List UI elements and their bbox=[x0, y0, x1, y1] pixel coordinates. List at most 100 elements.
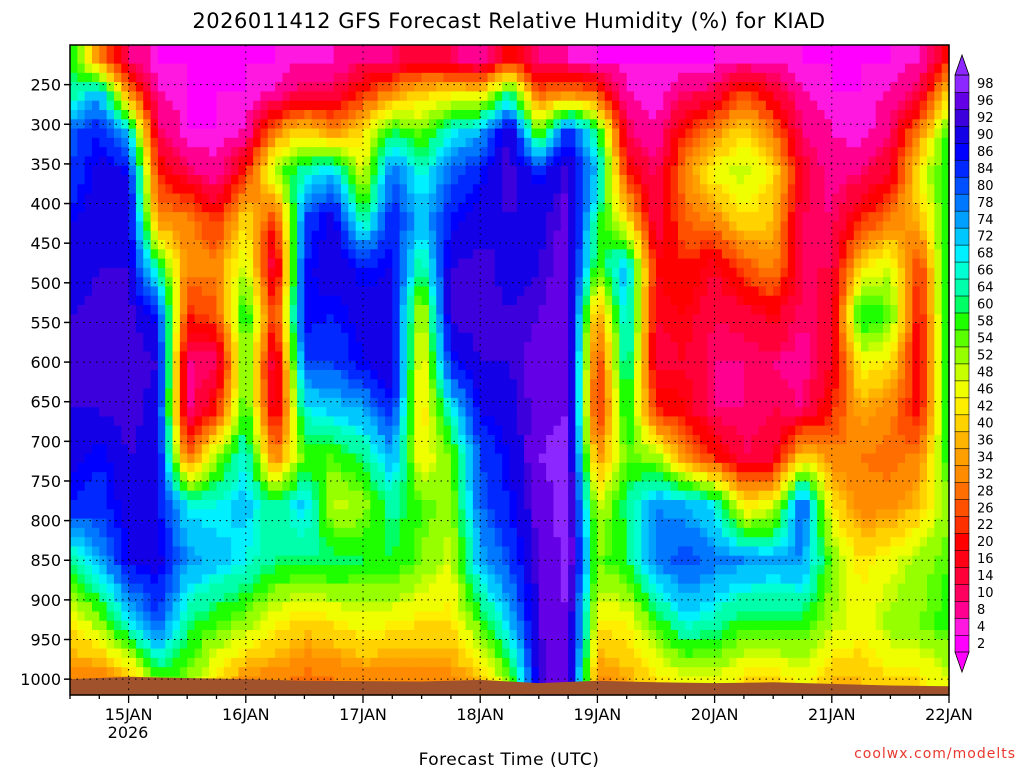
heatmap-cell bbox=[377, 509, 386, 520]
heatmap-cell bbox=[275, 314, 284, 325]
heatmap-cell bbox=[436, 574, 445, 585]
heatmap-cell bbox=[465, 527, 474, 538]
heatmap-cell bbox=[121, 481, 130, 492]
heatmap-cell bbox=[253, 611, 262, 622]
heatmap-cell bbox=[77, 397, 86, 408]
heatmap-cell bbox=[260, 128, 269, 139]
heatmap-cell bbox=[472, 527, 481, 538]
heatmap-cell bbox=[531, 147, 540, 158]
heatmap-cell bbox=[231, 481, 240, 492]
heatmap-cell bbox=[70, 119, 78, 130]
heatmap-cell bbox=[99, 518, 108, 529]
heatmap-cell bbox=[70, 527, 78, 538]
heatmap-cell bbox=[436, 565, 445, 575]
heatmap-cell bbox=[524, 630, 533, 640]
heatmap-cell bbox=[84, 574, 93, 585]
heatmap-cell bbox=[524, 119, 533, 130]
heatmap-cell bbox=[509, 193, 518, 204]
heatmap-cell bbox=[238, 407, 247, 418]
heatmap-cell bbox=[253, 444, 262, 455]
heatmap-cell bbox=[157, 286, 166, 297]
heatmap-cell bbox=[179, 165, 188, 176]
heatmap-cell bbox=[238, 314, 247, 325]
heatmap-cell bbox=[99, 332, 108, 343]
heatmap-cell bbox=[480, 82, 489, 93]
heatmap-cell bbox=[575, 193, 584, 204]
heatmap-cell bbox=[348, 63, 357, 74]
heatmap-cell bbox=[348, 267, 357, 278]
heatmap-cell bbox=[319, 388, 327, 399]
heatmap-cell bbox=[370, 592, 379, 603]
heatmap-cell bbox=[582, 110, 591, 120]
heatmap-cell bbox=[297, 295, 305, 306]
heatmap-cell bbox=[165, 54, 174, 65]
heatmap-cell bbox=[450, 221, 459, 232]
heatmap-cell bbox=[128, 500, 137, 510]
heatmap-cell bbox=[157, 388, 166, 399]
heatmap-cell bbox=[297, 277, 305, 288]
heatmap-cell bbox=[172, 230, 181, 241]
heatmap-cell bbox=[341, 175, 349, 185]
heatmap-cell bbox=[355, 481, 364, 492]
heatmap-cell bbox=[538, 397, 547, 408]
heatmap-cell bbox=[355, 323, 364, 334]
heatmap-cell bbox=[275, 295, 284, 306]
heatmap-cell bbox=[392, 435, 401, 445]
heatmap-cell bbox=[450, 193, 459, 204]
heatmap-cell bbox=[99, 72, 108, 83]
heatmap-cell bbox=[516, 295, 525, 306]
heatmap-cell bbox=[436, 314, 445, 325]
heatmap-cell bbox=[428, 305, 437, 315]
heatmap-cell bbox=[421, 490, 430, 501]
heatmap-cell bbox=[84, 119, 93, 130]
heatmap-cell bbox=[282, 648, 291, 659]
heatmap-cell bbox=[399, 518, 408, 529]
heatmap-cell bbox=[384, 323, 393, 334]
heatmap-cell bbox=[465, 193, 474, 204]
heatmap-cell bbox=[399, 425, 408, 436]
heatmap-cell bbox=[480, 620, 489, 631]
heatmap-cell bbox=[487, 212, 496, 223]
heatmap-cell bbox=[472, 435, 481, 445]
heatmap-cell bbox=[414, 332, 423, 343]
heatmap-cell bbox=[231, 202, 240, 213]
heatmap-cell bbox=[216, 165, 225, 176]
heatmap-cell bbox=[289, 620, 298, 631]
heatmap-cell bbox=[99, 202, 108, 213]
heatmap-cell bbox=[187, 435, 196, 445]
heatmap-cell bbox=[538, 555, 547, 566]
heatmap-cell bbox=[524, 332, 533, 343]
heatmap-cell bbox=[582, 490, 591, 501]
heatmap-cell bbox=[436, 555, 445, 566]
heatmap-cell bbox=[480, 323, 489, 334]
heatmap-cell bbox=[509, 82, 518, 93]
heatmap-cell bbox=[458, 230, 467, 241]
heatmap-cell bbox=[150, 323, 159, 334]
heatmap-cell bbox=[524, 500, 533, 510]
heatmap-cell bbox=[355, 342, 364, 353]
heatmap-cell bbox=[311, 546, 320, 557]
heatmap-cell bbox=[165, 639, 174, 650]
heatmap-cell bbox=[194, 351, 203, 362]
heatmap-cell bbox=[553, 240, 562, 250]
heatmap-cell bbox=[223, 202, 232, 213]
heatmap-cell bbox=[560, 332, 569, 343]
heatmap-cell bbox=[289, 370, 298, 380]
heatmap-cell bbox=[194, 184, 203, 195]
heatmap-cell bbox=[282, 193, 291, 204]
heatmap-cell bbox=[363, 137, 371, 148]
heatmap-cell bbox=[143, 267, 152, 278]
heatmap-cell bbox=[106, 82, 115, 93]
heatmap-cell bbox=[333, 527, 342, 538]
heatmap-cell bbox=[216, 258, 225, 269]
heatmap-cell bbox=[231, 444, 240, 455]
heatmap-cell bbox=[275, 156, 284, 167]
heatmap-cell bbox=[165, 175, 174, 185]
heatmap-cell bbox=[223, 620, 232, 631]
heatmap-cell bbox=[421, 592, 430, 603]
heatmap-cell bbox=[311, 379, 320, 390]
heatmap-cell bbox=[509, 602, 518, 613]
heatmap-cell bbox=[289, 137, 298, 148]
heatmap-cell bbox=[568, 444, 577, 455]
heatmap-cell bbox=[253, 370, 262, 380]
